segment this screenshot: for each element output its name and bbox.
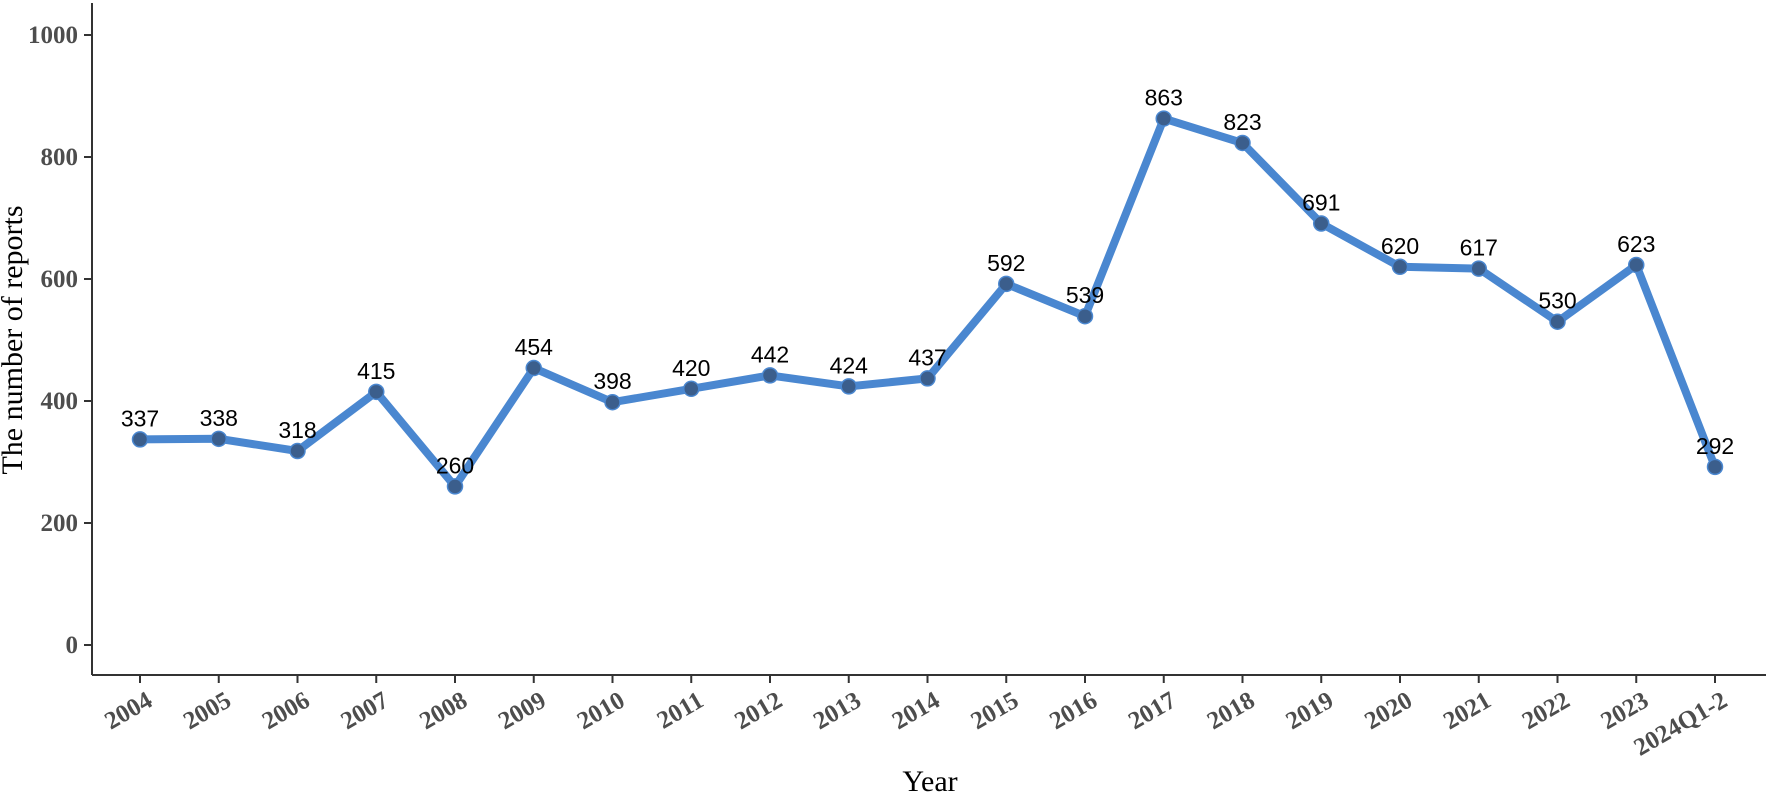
x-tick-label: 2010 bbox=[573, 687, 630, 735]
data-label: 398 bbox=[593, 368, 631, 394]
data-point bbox=[1706, 458, 1724, 476]
data-point bbox=[1470, 260, 1487, 277]
data-point bbox=[210, 430, 227, 448]
x-tick-label: 2018 bbox=[1203, 687, 1260, 735]
y-tick-label: 400 bbox=[41, 388, 79, 415]
data-point bbox=[840, 378, 857, 395]
data-labels: 337 338 318 415 260 454 398 420 442 424 437 592 539 8… bbox=[121, 85, 1734, 479]
data-point bbox=[525, 359, 542, 377]
x-tick-label: 2006 bbox=[258, 687, 315, 735]
data-point bbox=[1628, 256, 1645, 274]
series-line bbox=[136, 114, 1719, 491]
data-point bbox=[1155, 110, 1172, 127]
data-label: 623 bbox=[1617, 231, 1655, 257]
data-label: 338 bbox=[200, 405, 238, 431]
data-point bbox=[446, 478, 464, 495]
x-tick-label: 2014 bbox=[888, 687, 945, 736]
data-point bbox=[761, 367, 779, 384]
series-line-path bbox=[136, 114, 1719, 491]
y-tick-label: 800 bbox=[41, 144, 79, 171]
y-axis-title: The number of reports bbox=[0, 205, 29, 474]
x-tick-label: 2021 bbox=[1439, 687, 1496, 735]
data-label: 620 bbox=[1381, 233, 1419, 259]
data-label: 424 bbox=[830, 352, 869, 378]
x-tick-label: 2022 bbox=[1518, 687, 1575, 735]
y-axis-ticks: 0 200 400 600 800 1000 bbox=[28, 22, 92, 659]
x-tick-label: 2017 bbox=[1124, 687, 1181, 735]
x-tick-label: 2012 bbox=[730, 687, 787, 735]
data-label: 260 bbox=[436, 452, 474, 478]
data-points bbox=[131, 110, 1724, 495]
y-tick-label: 1000 bbox=[28, 22, 78, 49]
data-point bbox=[919, 370, 936, 387]
data-point bbox=[1391, 258, 1409, 276]
data-label: 617 bbox=[1460, 235, 1498, 261]
data-point bbox=[131, 431, 149, 448]
x-tick-label: 2023 bbox=[1596, 687, 1653, 735]
y-tick-label: 600 bbox=[41, 266, 79, 293]
data-label: 863 bbox=[1145, 85, 1183, 111]
x-axis-title: Year bbox=[902, 765, 957, 796]
x-tick-label: 2008 bbox=[415, 687, 472, 735]
data-label: 592 bbox=[987, 250, 1025, 276]
data-point bbox=[998, 275, 1015, 293]
data-point bbox=[289, 442, 306, 460]
data-point bbox=[1313, 215, 1330, 232]
data-label: 420 bbox=[672, 355, 710, 381]
data-point bbox=[604, 393, 621, 411]
data-label: 454 bbox=[515, 334, 554, 360]
x-tick-label: 2013 bbox=[809, 687, 866, 735]
data-label: 539 bbox=[1066, 282, 1104, 308]
data-label: 415 bbox=[357, 358, 395, 384]
data-point bbox=[368, 383, 385, 401]
x-tick-label: 2015 bbox=[966, 687, 1023, 735]
data-label: 530 bbox=[1538, 288, 1576, 314]
x-tick-label: 2016 bbox=[1045, 687, 1102, 735]
x-tick-label: 2019 bbox=[1281, 687, 1338, 735]
x-tick-label: 2007 bbox=[336, 687, 393, 735]
x-tick-label: 2009 bbox=[494, 687, 551, 735]
x-tick-label: 2011 bbox=[653, 687, 709, 735]
data-point bbox=[1549, 313, 1566, 330]
data-label: 442 bbox=[751, 341, 789, 367]
data-point bbox=[1234, 134, 1251, 152]
data-label: 691 bbox=[1302, 189, 1340, 215]
axes bbox=[91, 3, 1766, 676]
data-label: 823 bbox=[1223, 109, 1261, 135]
data-label: 318 bbox=[278, 417, 316, 443]
data-label: 337 bbox=[121, 405, 159, 431]
x-axis-ticks: 2004 2005 2006 2007 2008 2009 2010 2011 2012 2013… bbox=[100, 675, 1732, 762]
x-tick-label: 2004 bbox=[100, 687, 157, 736]
data-label: 292 bbox=[1696, 433, 1734, 459]
x-tick-label: 2005 bbox=[179, 687, 236, 735]
data-point bbox=[1076, 307, 1094, 325]
data-label: 437 bbox=[908, 344, 946, 370]
y-tick-label: 0 bbox=[66, 632, 79, 659]
y-tick-label: 200 bbox=[41, 510, 79, 537]
x-tick-label: 2020 bbox=[1360, 687, 1417, 735]
data-point bbox=[683, 380, 700, 398]
